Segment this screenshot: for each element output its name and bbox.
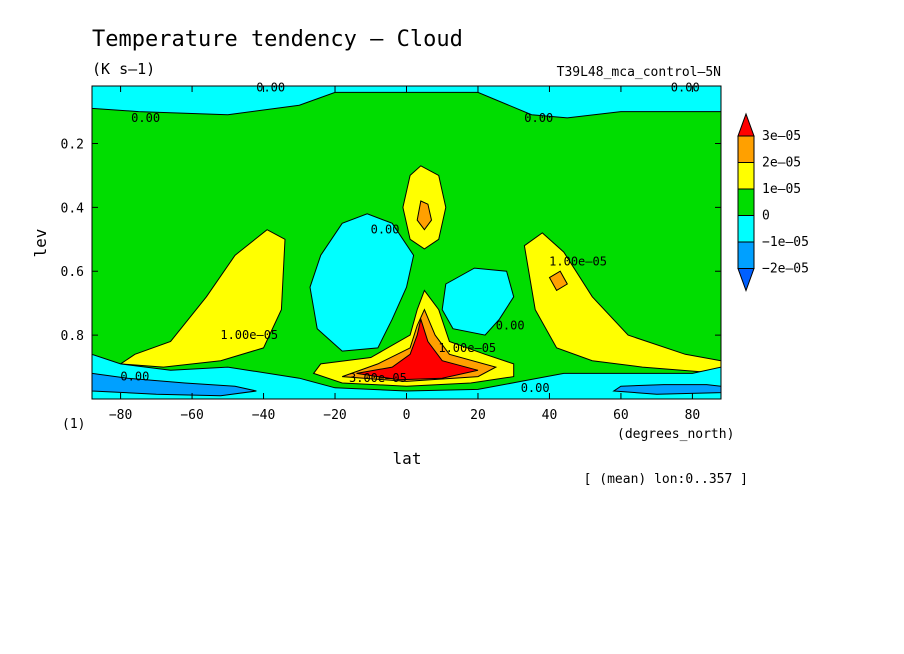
y-units-label: (1) bbox=[62, 417, 85, 432]
y-tick-label: 0.6 bbox=[61, 265, 84, 280]
x-tick-label: 60 bbox=[613, 408, 629, 423]
contour-label: 0.00 bbox=[524, 111, 553, 125]
contour-region-upper-tropics-core bbox=[416, 200, 433, 231]
contour-region-sh-midlat-positive bbox=[119, 229, 286, 368]
contour-label: 1.00e–05 bbox=[438, 341, 496, 355]
colorbar-swatch bbox=[737, 135, 755, 163]
contour-label: 0.00 bbox=[671, 81, 700, 95]
contour-region-nh-tropics-negative bbox=[441, 267, 515, 336]
contour-region-sh-tropics-negative bbox=[309, 213, 415, 352]
y-axis: 0.2 0.4 0.6 0.8 bbox=[61, 137, 721, 344]
x-tick-label: −40 bbox=[252, 408, 275, 423]
y-tick-label: 0.8 bbox=[61, 329, 84, 344]
contour-region-upper-negative bbox=[92, 86, 721, 119]
footer-label: [ (mean) lon:0..357 ] bbox=[584, 472, 748, 487]
colorbar-label: 0 bbox=[762, 209, 770, 224]
contour-label: 1.00e–05 bbox=[220, 328, 278, 342]
x-units-label: (degrees_north) bbox=[617, 427, 734, 442]
contour-region-nh-midlat-positive bbox=[523, 232, 721, 374]
contour-region-surface-more-negative-nh bbox=[612, 384, 721, 395]
colorbar-label: 1e–05 bbox=[762, 182, 801, 197]
x-tick-label: 0 bbox=[403, 408, 411, 423]
x-tick-label: 80 bbox=[685, 408, 701, 423]
colorbar-label: 2e–05 bbox=[762, 156, 801, 171]
colorbar: 3e–05 2e–05 1e–05 0 −1e–05 −2e–05 bbox=[737, 112, 809, 292]
colorbar-swatch bbox=[737, 112, 755, 137]
colorbar-label: 3e–05 bbox=[762, 129, 801, 144]
units-label: (K s–1) bbox=[92, 60, 155, 78]
colorbar-label: −2e–05 bbox=[762, 262, 809, 277]
contour-region-nh-midlat-core bbox=[548, 270, 568, 292]
contour-label: 0.00 bbox=[256, 81, 285, 95]
contour-fills bbox=[92, 86, 721, 399]
dataset-label: T39L48_mca_control–5N bbox=[557, 65, 721, 80]
colorbar-swatch bbox=[737, 188, 755, 216]
contour-region-surface-more-negative bbox=[92, 372, 257, 397]
contour-region-surface-negative bbox=[92, 353, 721, 399]
colorbar-swatch bbox=[737, 162, 755, 190]
x-tick-label: 40 bbox=[542, 408, 558, 423]
contour-label: 0.00 bbox=[131, 111, 160, 125]
colorbar-swatch bbox=[737, 215, 755, 243]
contour-label: 3.00e–05 bbox=[349, 371, 407, 385]
colorbar-label: −1e–05 bbox=[762, 235, 809, 250]
y-tick-label: 0.2 bbox=[61, 137, 84, 152]
contour-region-lower-tropics-max bbox=[356, 317, 479, 381]
contour-labels: 0.00 0.000.00 0.000.001.00e–051.00e–050.00… bbox=[120, 81, 699, 395]
x-tick-label: −80 bbox=[109, 408, 132, 423]
contour-label: 0.00 bbox=[120, 370, 149, 384]
y-axis-label: lev bbox=[31, 229, 50, 258]
x-tick-label: −20 bbox=[323, 408, 346, 423]
colorbar-swatch bbox=[737, 268, 755, 292]
x-tick-label: −60 bbox=[180, 408, 203, 423]
y-tick-label: 0.4 bbox=[61, 201, 85, 216]
chart-title: Temperature tendency — Cloud bbox=[92, 27, 463, 52]
x-axis: −80 −60 −40 −20 0 20 40 60 80 bbox=[109, 86, 700, 423]
colorbar-swatch bbox=[737, 241, 755, 269]
x-tick-label: 20 bbox=[470, 408, 486, 423]
contour-label: 1.00e–05 bbox=[549, 255, 607, 269]
x-axis-label: lat bbox=[393, 449, 422, 468]
contour-label: 0.00 bbox=[371, 223, 400, 237]
contour-label: 0.00 bbox=[496, 319, 525, 333]
contour-label: 0.00 bbox=[521, 381, 550, 395]
